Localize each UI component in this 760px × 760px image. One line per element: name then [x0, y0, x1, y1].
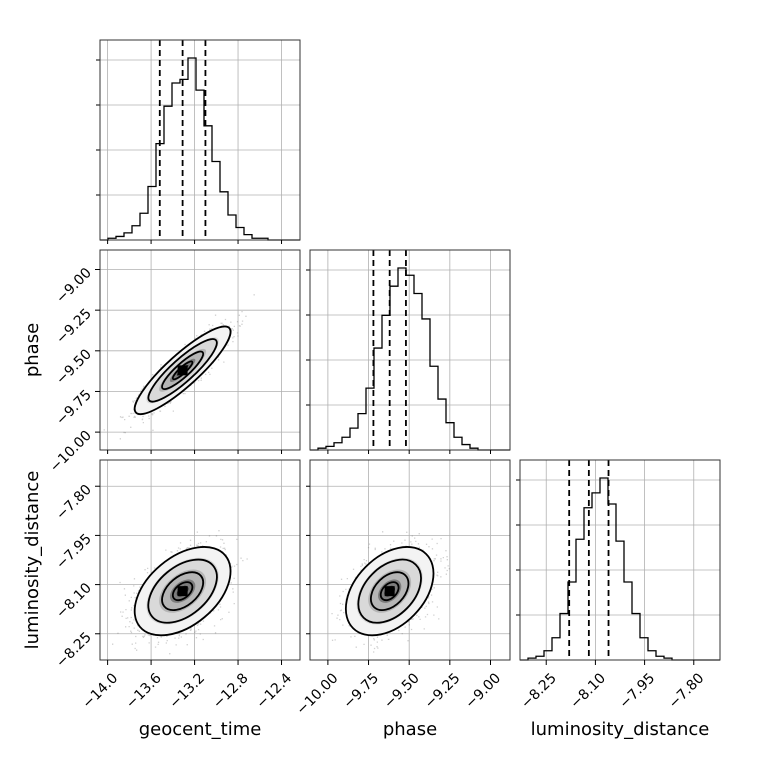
- panel-2-0: [99, 459, 301, 661]
- y-axis-label-phase: phase: [22, 323, 43, 377]
- x-tick-label: −12.8: [210, 670, 252, 712]
- panel-frame: [519, 459, 721, 661]
- panel-frame: [99, 39, 301, 241]
- panel-0-0: [96, 39, 301, 241]
- panel-frame: [309, 459, 511, 661]
- contour-line: [147, 338, 218, 403]
- x-tick-label: −9.50: [381, 670, 423, 712]
- x-tick-label: −9.25: [422, 670, 464, 712]
- panel-2-1: [309, 459, 511, 661]
- contour-line: [133, 546, 232, 637]
- panel-1-1: [306, 249, 511, 451]
- contour-line: [161, 350, 205, 391]
- y-axis-label-luminosity_distance: luminosity_distance: [22, 471, 43, 650]
- scatter-layer: [112, 530, 248, 655]
- x-tick-label: −9.75: [340, 670, 382, 712]
- density-peak: [177, 586, 188, 597]
- histogram-geocent_time: [100, 57, 300, 241]
- x-tick-label: −13.6: [123, 670, 165, 712]
- x-tick-label: −13.2: [167, 670, 209, 712]
- x-axis-label-luminosity_distance: luminosity_distance: [531, 719, 710, 740]
- histogram-phase: [310, 267, 510, 451]
- y-tick-label: −8.25: [53, 629, 95, 671]
- histogram-luminosity_distance: [520, 477, 720, 661]
- y-tick-label: −10.00: [47, 428, 95, 476]
- scatter-layer: [103, 294, 255, 440]
- contour-line: [379, 581, 400, 602]
- contour-line: [357, 558, 422, 624]
- y-tick-label: −9.25: [53, 306, 95, 348]
- panel-2-2: [516, 459, 721, 661]
- contour-line: [171, 360, 194, 381]
- density-peak: [384, 586, 395, 597]
- y-tick-label: −8.10: [53, 580, 95, 622]
- contour-line: [133, 325, 232, 416]
- y-tick-label: −7.95: [53, 531, 95, 573]
- y-tick-label: −9.50: [53, 346, 95, 388]
- contour-line: [147, 558, 218, 624]
- panel-frame: [99, 459, 301, 661]
- contour-line: [369, 571, 410, 611]
- x-axis-label-geocent_time: geocent_time: [139, 719, 262, 740]
- x-axis-label-phase: phase: [383, 719, 437, 740]
- x-tick-label: −8.25: [518, 670, 560, 712]
- x-tick-label: −8.10: [567, 670, 609, 712]
- panel-1-0: [99, 249, 301, 451]
- x-tick-label: −10.00: [294, 670, 342, 718]
- x-tick-label: −7.80: [666, 670, 708, 712]
- contour-line: [161, 571, 205, 611]
- x-tick-label: −9.00: [462, 670, 504, 712]
- contour-line: [171, 581, 194, 602]
- scatter-layer: [331, 531, 450, 653]
- x-tick-label: −12.4: [253, 670, 295, 712]
- density-peak: [177, 365, 188, 376]
- contour-line: [344, 546, 435, 637]
- panel-frame: [309, 249, 511, 451]
- x-tick-label: −7.95: [617, 670, 659, 712]
- panel-frame: [99, 249, 301, 451]
- y-tick-label: −9.00: [53, 265, 95, 307]
- y-tick-label: −9.75: [53, 387, 95, 429]
- y-tick-label: −7.80: [53, 482, 95, 524]
- x-tick-label: −14.0: [80, 670, 122, 712]
